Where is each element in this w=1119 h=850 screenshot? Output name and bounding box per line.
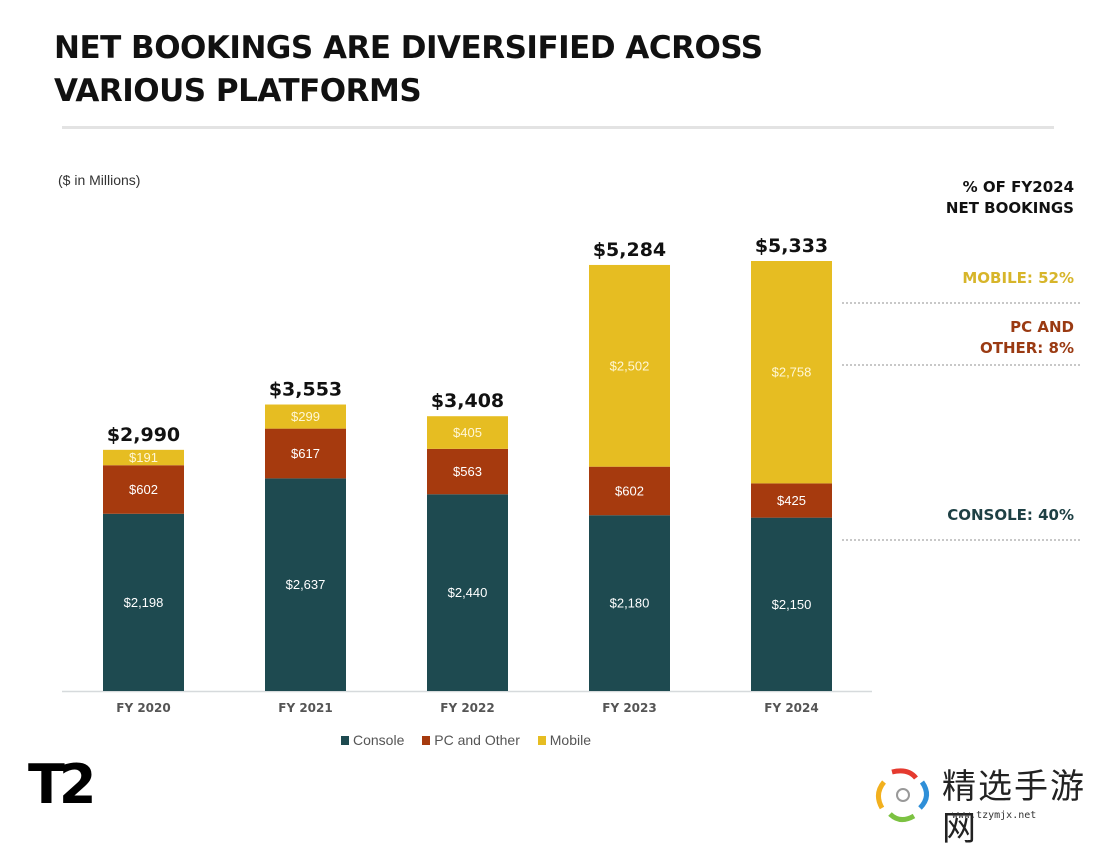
x-tick-label-fy-2024: FY 2024 [764, 701, 818, 715]
t2-logo: T2 [28, 753, 96, 816]
pc-share-line1: PC AND [1010, 318, 1074, 336]
bar-console-fy-2023 [589, 515, 670, 691]
bar-pc-and-other-fy-2020 [103, 465, 184, 514]
x-tick-label-fy-2022: FY 2022 [440, 701, 494, 715]
console-share-label: CONSOLE: 40% [947, 506, 1074, 524]
data-label-mobile-fy-2021: $299 [291, 409, 320, 424]
watermark-logo-icon [876, 768, 929, 822]
data-label-console-fy-2024: $2,150 [772, 597, 812, 612]
data-label-console-fy-2020: $2,198 [124, 595, 164, 610]
x-tick-label-fy-2023: FY 2023 [602, 701, 656, 715]
bar-pc-and-other-fy-2021 [265, 428, 346, 479]
bar-console-fy-2020 [103, 513, 184, 691]
x-tick-label-fy-2021: FY 2021 [278, 701, 332, 715]
bar-console-fy-2021 [265, 478, 346, 691]
total-label-fy-2024: $5,333 [755, 235, 828, 257]
chart-legend: Console PC and Other Mobile [0, 732, 932, 748]
legend-swatch-mobile [537, 736, 546, 745]
data-label-console-fy-2023: $2,180 [610, 596, 650, 611]
chart-title-line1: NET BOOKINGS ARE DIVERSIFIED ACROSS [54, 30, 763, 66]
bar-console-fy-2022 [427, 494, 508, 691]
pc-share-label: PC AND OTHER: 8% [980, 317, 1074, 359]
bar-mobile-fy-2021 [265, 404, 346, 429]
bar-pc-and-other-fy-2023 [589, 466, 670, 516]
data-label-pc-and-other-fy-2020: $602 [129, 482, 158, 497]
total-label-fy-2022: $3,408 [431, 390, 504, 412]
x-tick-label-fy-2020: FY 2020 [116, 701, 170, 715]
bar-console-fy-2024 [751, 517, 832, 691]
legend-label-console: Console [352, 732, 405, 748]
side-panel-heading-line2: NET BOOKINGS [945, 199, 1074, 217]
legend-item-mobile: Mobile [537, 732, 591, 748]
total-label-fy-2021: $3,553 [269, 379, 342, 401]
data-label-pc-and-other-fy-2023: $602 [615, 483, 644, 498]
bar-mobile-fy-2024 [751, 261, 832, 484]
bar-mobile-fy-2023 [589, 264, 670, 467]
data-label-console-fy-2022: $2,440 [448, 585, 488, 600]
pc-share-line2: OTHER: 8% [979, 339, 1074, 357]
pc-divider-dotted [842, 364, 1080, 366]
legend-item-pc: PC and Other [422, 732, 520, 748]
legend-label-mobile: Mobile [549, 732, 591, 748]
console-divider-dotted [842, 539, 1080, 541]
total-label-fy-2020: $2,990 [107, 424, 180, 446]
watermark-url: www.tzymjx.net [952, 810, 1037, 821]
legend-swatch-console [340, 736, 349, 745]
chart-title-line2: VARIOUS PLATFORMS [54, 73, 422, 109]
side-panel-heading-line1: % OF FY2024 [962, 178, 1074, 196]
mobile-share-label: MOBILE: 52% [962, 269, 1074, 287]
data-label-console-fy-2021: $2,637 [286, 577, 326, 592]
watermark-text: 精选手游网 [942, 767, 1086, 849]
mobile-divider-dotted [842, 302, 1080, 304]
legend-item-console: Console [340, 732, 405, 748]
bar-mobile-fy-2022 [427, 416, 508, 449]
data-label-pc-and-other-fy-2021: $617 [291, 446, 320, 461]
bar-mobile-fy-2020 [103, 449, 184, 466]
bar-pc-and-other-fy-2024 [751, 483, 832, 518]
watermark: 精选手游网 www.tzymjx.net [872, 766, 1112, 849]
data-label-pc-and-other-fy-2024: $425 [777, 493, 806, 508]
title-divider [62, 126, 1054, 129]
legend-swatch-pc [422, 736, 431, 745]
data-label-mobile-fy-2023: $2,502 [610, 358, 650, 373]
side-panel-heading: % OF FY2024 NET BOOKINGS [946, 177, 1074, 219]
data-label-mobile-fy-2020: $191 [129, 450, 158, 465]
data-label-pc-and-other-fy-2022: $563 [453, 464, 482, 479]
data-label-mobile-fy-2022: $405 [453, 425, 482, 440]
bar-pc-and-other-fy-2022 [427, 448, 508, 495]
chart-title: NET BOOKINGS ARE DIVERSIFIED ACROSS VARI… [54, 27, 763, 113]
units-label: ($ in Millions) [58, 172, 141, 188]
legend-label-pc: PC and Other [434, 732, 520, 748]
data-label-mobile-fy-2024: $2,758 [772, 365, 812, 380]
total-label-fy-2023: $5,284 [593, 239, 666, 261]
